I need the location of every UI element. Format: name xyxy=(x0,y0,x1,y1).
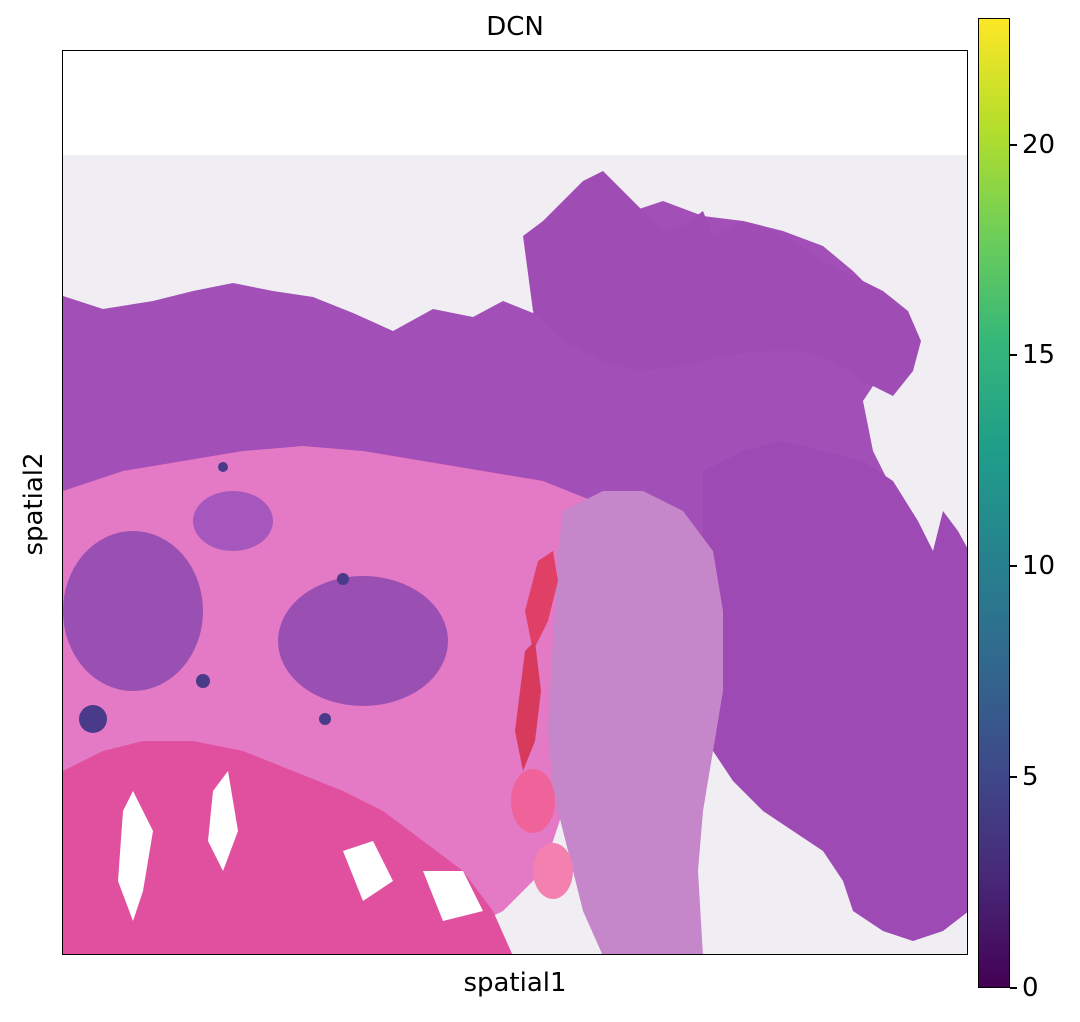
colorbar-tick-mark xyxy=(1010,143,1017,146)
tissue-fronds-top xyxy=(523,171,921,396)
colorbar-tick-mark xyxy=(1010,565,1017,568)
y-axis-label: spatial2 xyxy=(19,452,49,556)
colorbar-tick-label: 15 xyxy=(1022,340,1056,371)
nuclei-cluster xyxy=(196,674,210,688)
tumor-nest xyxy=(193,491,273,551)
tissue-gap xyxy=(208,771,238,871)
blood-vessel xyxy=(525,551,558,651)
tissue-gap xyxy=(118,791,153,921)
colorbar-tick-mark xyxy=(1010,776,1017,779)
colorbar xyxy=(978,18,1010,988)
x-axis-label: spatial1 xyxy=(463,968,567,998)
tissue-image xyxy=(63,155,967,954)
tissue-tumor-right xyxy=(698,441,967,941)
colorbar-ticks: 0 5 10 15 20 xyxy=(1010,18,1080,1003)
nuclei-cluster xyxy=(218,462,228,472)
colorbar-tick-mark xyxy=(1010,354,1017,357)
colorbar-tick-label: 5 xyxy=(1022,762,1039,793)
blood-vessel xyxy=(511,769,555,833)
tissue-gap xyxy=(423,871,483,921)
plot-area xyxy=(62,50,968,955)
tissue-mucosa xyxy=(548,491,723,954)
colorbar-tick-label: 0 xyxy=(1022,973,1039,1003)
colorbar-tick-label: 10 xyxy=(1022,551,1056,582)
nuclei-cluster xyxy=(319,713,331,725)
blood-vessel xyxy=(533,843,573,899)
colorbar-tick-mark xyxy=(1010,987,1017,989)
tissue-gap xyxy=(343,841,393,901)
tumor-nest xyxy=(63,531,203,691)
chart-title: DCN xyxy=(486,12,544,42)
tissue-muscle xyxy=(63,741,513,954)
colorbar-tick-label: 20 xyxy=(1022,129,1056,160)
nuclei-cluster xyxy=(337,573,349,585)
tumor-nest xyxy=(278,576,448,706)
nuclei-cluster xyxy=(79,705,107,733)
blood-vessel xyxy=(515,641,541,771)
